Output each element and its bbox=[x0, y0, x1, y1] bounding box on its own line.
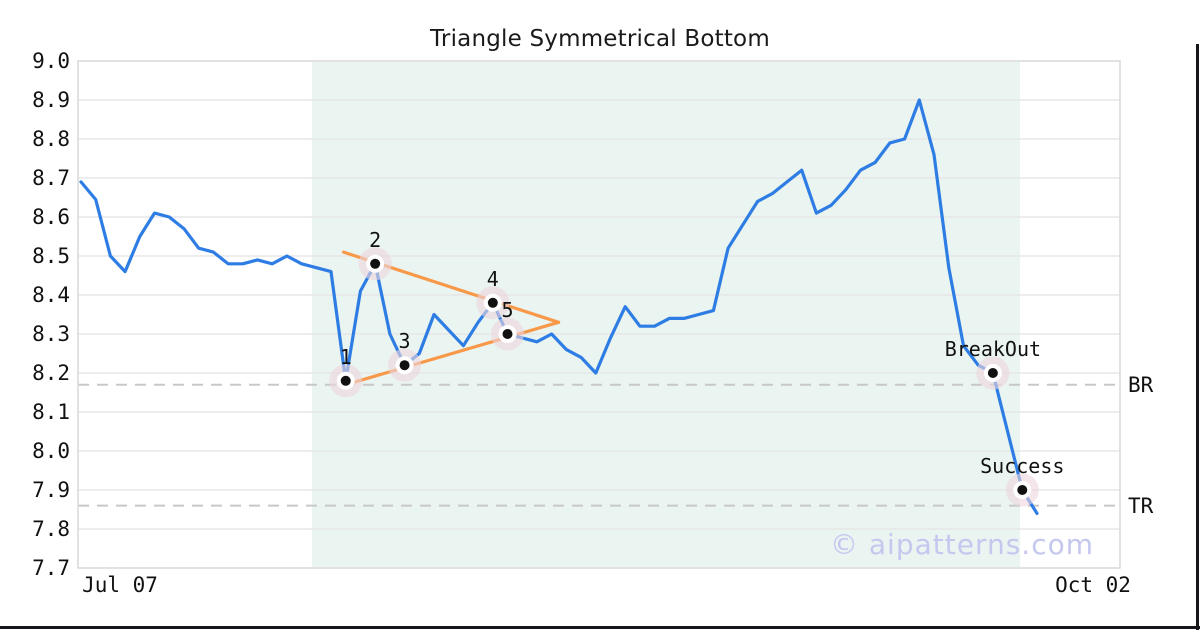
point-dot bbox=[502, 329, 513, 339]
y-tick-label: 7.8 bbox=[32, 517, 70, 541]
y-tick-label: 7.9 bbox=[32, 478, 70, 502]
plot-border bbox=[77, 60, 1121, 569]
y-tick-label: 8.4 bbox=[32, 283, 70, 307]
point-label: 3 bbox=[399, 329, 411, 353]
frame-bottom-border bbox=[0, 626, 1200, 629]
point-dot bbox=[370, 258, 381, 269]
point-label: 4 bbox=[487, 267, 499, 291]
price-line bbox=[79, 98, 1039, 516]
pattern-region bbox=[311, 62, 1021, 567]
y-tick-label: 8.7 bbox=[32, 166, 70, 190]
chart-title: Triangle Symmetrical Bottom bbox=[430, 26, 770, 52]
frame-right-border bbox=[1196, 44, 1199, 630]
point-label: 2 bbox=[369, 228, 381, 252]
point-dot bbox=[987, 368, 998, 378]
y-tick-label: 8.6 bbox=[32, 205, 70, 229]
point-label: BreakOut bbox=[945, 337, 1041, 361]
y-tick-label: 9.0 bbox=[32, 49, 70, 73]
y-tick-label: 8.1 bbox=[32, 400, 70, 424]
y-tick-label: 8.2 bbox=[32, 361, 70, 385]
point-dot bbox=[487, 297, 498, 308]
y-tick-label: 7.7 bbox=[32, 556, 70, 580]
point-label: 5 bbox=[501, 298, 513, 322]
point-dot bbox=[1017, 485, 1028, 495]
x-tick-label-start: Jul 07 bbox=[82, 573, 158, 597]
level-label-br: BR bbox=[1128, 372, 1154, 397]
y-tick-label: 8.3 bbox=[32, 322, 70, 346]
y-tick-label: 8.8 bbox=[32, 127, 70, 151]
watermark-text: © aipatterns.com bbox=[830, 528, 1095, 561]
y-tick-label: 8.9 bbox=[32, 88, 70, 112]
point-label: 1 bbox=[340, 345, 352, 369]
point-dot bbox=[399, 360, 410, 371]
point-dot bbox=[340, 375, 351, 386]
y-tick-label: 8.5 bbox=[32, 244, 70, 268]
x-tick-label-end: Oct 02 bbox=[1055, 573, 1131, 597]
point-label: Success bbox=[980, 454, 1064, 478]
level-label-tr: TR bbox=[1128, 493, 1154, 518]
y-tick-label: 8.0 bbox=[32, 439, 70, 463]
